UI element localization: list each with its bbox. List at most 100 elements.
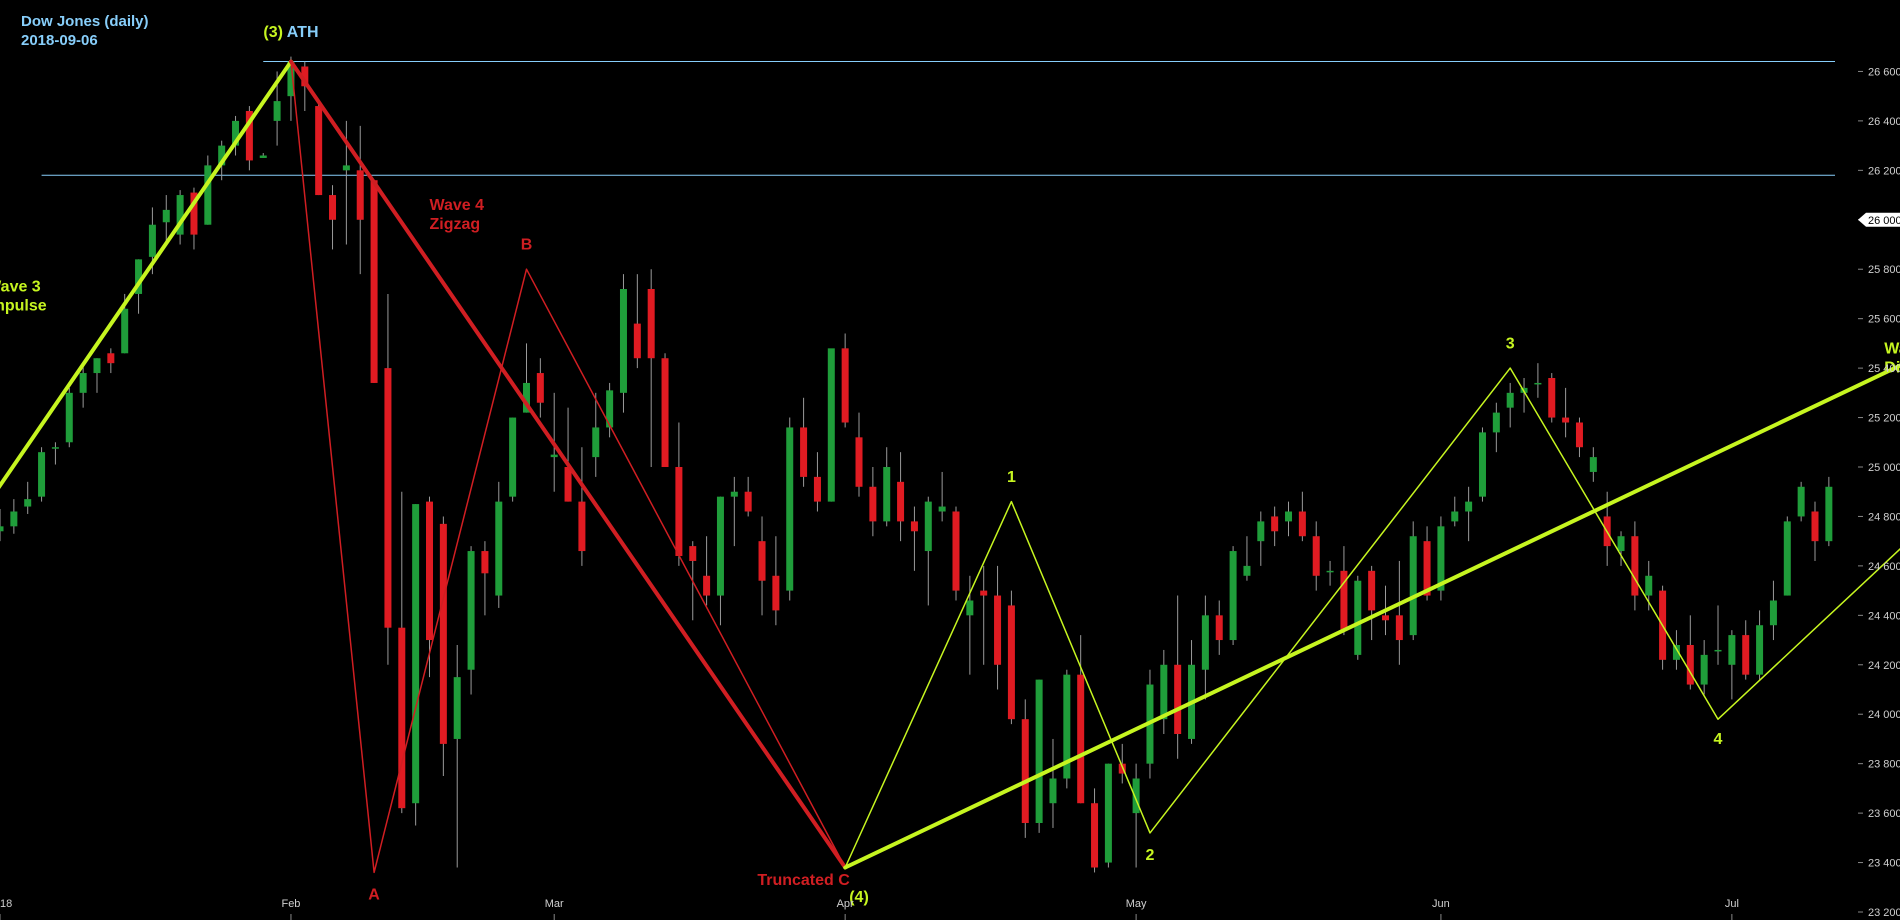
candle-body <box>1686 645 1694 685</box>
candle <box>1825 476 1833 547</box>
candle-body <box>1118 763 1126 774</box>
candle-body <box>495 501 503 596</box>
candle-body <box>619 289 627 393</box>
candle <box>619 274 627 413</box>
candle <box>426 496 434 678</box>
candle <box>315 101 323 196</box>
candle-body <box>1201 615 1209 670</box>
candle-body <box>287 61 295 97</box>
candle-body <box>218 145 226 166</box>
candle-body <box>79 373 87 393</box>
candle <box>910 506 918 571</box>
candle-body <box>24 499 32 507</box>
candle <box>1174 595 1182 759</box>
candle <box>329 185 337 250</box>
candle-body <box>51 447 59 449</box>
wave-3-label: Wave 3Impulse <box>0 278 47 314</box>
candle-body <box>1007 605 1015 720</box>
candle-body <box>980 590 988 596</box>
candle <box>1326 560 1334 586</box>
candle-body <box>689 546 697 561</box>
candle-body <box>661 358 669 467</box>
candle-body <box>259 155 267 158</box>
candle <box>1063 669 1071 789</box>
wave-5-diagonal-label: Wave 5Diagonal <box>1884 340 1900 376</box>
candle-body <box>633 323 641 359</box>
candle-body <box>592 427 600 458</box>
candle-body <box>315 106 323 196</box>
candle-body <box>1160 664 1168 720</box>
candle-body <box>107 353 115 364</box>
wave-4-zigzag-line <box>290 60 846 874</box>
candle-body <box>190 192 198 235</box>
candle-body <box>536 373 544 403</box>
candle <box>453 645 461 868</box>
wave-4-line <box>289 59 848 870</box>
candle-body <box>758 541 766 581</box>
wave-4-minor-label: 4 <box>1714 731 1723 748</box>
candle <box>897 452 905 542</box>
candle <box>786 417 794 601</box>
candle <box>883 447 891 527</box>
candle <box>301 61 309 111</box>
candle-body <box>1451 511 1459 522</box>
candle <box>162 195 170 245</box>
y-tick-label: 24 800 <box>1868 511 1900 523</box>
candle-body <box>148 224 156 257</box>
candle <box>703 536 711 606</box>
candle-body <box>467 551 475 670</box>
candle-body <box>952 511 960 591</box>
candle <box>716 496 724 626</box>
wave-2-label: 2 <box>1146 847 1155 864</box>
candle <box>1659 585 1667 670</box>
candle <box>1423 526 1431 601</box>
candle-body <box>1617 536 1625 552</box>
candle <box>1478 427 1486 502</box>
y-tick-label: 26 400 <box>1868 116 1900 128</box>
y-tick-label: 24 400 <box>1868 610 1900 622</box>
y-tick-label: 24 200 <box>1868 660 1900 672</box>
candle <box>467 546 475 695</box>
candle-body <box>1797 486 1805 517</box>
candle-body <box>398 627 406 809</box>
candle <box>10 499 18 534</box>
candle-body <box>1492 412 1500 433</box>
candle-body <box>453 677 461 739</box>
wave-a-label: A <box>368 887 380 904</box>
candle <box>1340 546 1348 636</box>
candle-body <box>384 368 392 628</box>
candle <box>1132 763 1140 868</box>
candle <box>1021 699 1029 838</box>
candle <box>730 476 738 547</box>
chart-title: Dow Jones (daily) <box>21 13 149 30</box>
candle-body <box>1395 615 1403 641</box>
candle-body <box>1756 625 1764 675</box>
candle <box>176 190 184 245</box>
candle-body <box>606 390 614 428</box>
candle <box>938 471 946 522</box>
candle <box>1617 531 1625 566</box>
candle <box>855 412 863 497</box>
candle <box>495 481 503 608</box>
candle-body <box>1825 486 1833 542</box>
candle <box>1188 640 1196 744</box>
y-tick-label: 23 800 <box>1868 759 1900 771</box>
candle <box>1257 511 1265 566</box>
candle-body <box>1562 417 1570 423</box>
candle <box>578 447 586 566</box>
candle <box>1035 679 1043 833</box>
candle <box>0 509 4 542</box>
wave-4-label: Wave 4 Zigzag <box>430 197 485 233</box>
candle <box>1104 763 1112 868</box>
candle <box>481 541 489 616</box>
candle <box>827 348 835 502</box>
candle-body <box>356 170 364 220</box>
candle-body <box>841 348 849 423</box>
candle <box>1492 402 1500 453</box>
candle <box>204 155 212 225</box>
candle <box>675 422 683 566</box>
candle-body <box>897 481 905 522</box>
candle-body <box>1215 615 1223 641</box>
candle <box>661 353 669 467</box>
